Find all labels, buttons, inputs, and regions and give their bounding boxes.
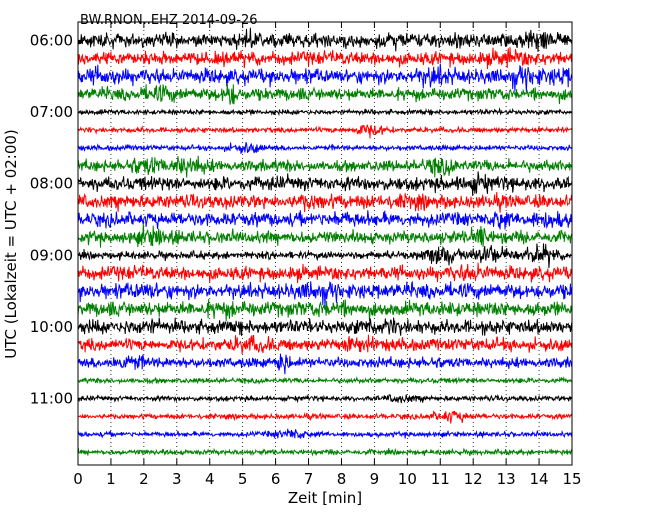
trace-line (77, 223, 573, 248)
x-tick-label: 12 (464, 470, 483, 488)
trace-line (77, 243, 573, 269)
x-tick-label: 14 (530, 470, 549, 488)
trace-line (77, 375, 573, 385)
trace-line (77, 334, 573, 354)
trace-line (77, 82, 573, 105)
trace-line (77, 447, 573, 457)
x-tick-label: 5 (238, 470, 248, 488)
x-tick-label: 4 (205, 470, 215, 488)
trace-line (77, 393, 573, 404)
trace-line (77, 142, 573, 154)
x-tick-label: 3 (172, 470, 182, 488)
trace-line (77, 124, 573, 139)
trace-line (77, 353, 573, 375)
y-tick-label: 08:00 (30, 175, 73, 193)
x-tick-label: 7 (304, 470, 314, 488)
x-tick-label: 10 (398, 470, 417, 488)
trace-line (77, 298, 573, 322)
trace-line (77, 63, 573, 93)
y-tick-label: 06:00 (30, 32, 73, 50)
plot-frame (77, 21, 573, 466)
trace-line (77, 155, 573, 178)
y-axis-label: UTC (Lokalzeit = UTC + 02:00) (2, 129, 20, 359)
trace-line (77, 428, 573, 440)
trace-group (77, 27, 573, 457)
x-tick-label: 0 (73, 470, 83, 488)
x-axis-label: Zeit [min] (288, 489, 362, 507)
x-tick-label: 11 (431, 470, 450, 488)
x-tick-label: 8 (337, 470, 347, 488)
trace-line (77, 171, 573, 196)
y-tick-label: 09:00 (30, 246, 73, 264)
trace-line (77, 27, 573, 52)
y-tick-label: 07:00 (30, 103, 73, 121)
x-tick-label: 9 (370, 470, 380, 488)
trace-line (77, 47, 573, 70)
x-tick-label: 15 (562, 470, 581, 488)
x-tick-label: 13 (497, 470, 516, 488)
y-tick-label: 11:00 (30, 390, 73, 408)
trace-line (77, 210, 573, 230)
y-axis: 06:00 07:00 08:00 09:00 10:00 11:00 (30, 32, 572, 408)
x-tick-label: 1 (106, 470, 116, 488)
trace-line (77, 317, 573, 336)
x-axis: 0 1 2 3 4 5 6 7 8 9 10 11 12 13 14 15 (73, 22, 582, 488)
trace-line (77, 191, 573, 213)
trace-line (77, 280, 573, 307)
trace-line (77, 262, 573, 284)
trace-line (77, 107, 573, 117)
trace-line (77, 409, 573, 424)
chart-title: BW.RNON..EHZ 2014-09-26 (80, 13, 258, 28)
x-tick-label: 2 (139, 470, 149, 488)
y-tick-label: 10:00 (30, 318, 73, 336)
x-tick-label: 6 (271, 470, 281, 488)
